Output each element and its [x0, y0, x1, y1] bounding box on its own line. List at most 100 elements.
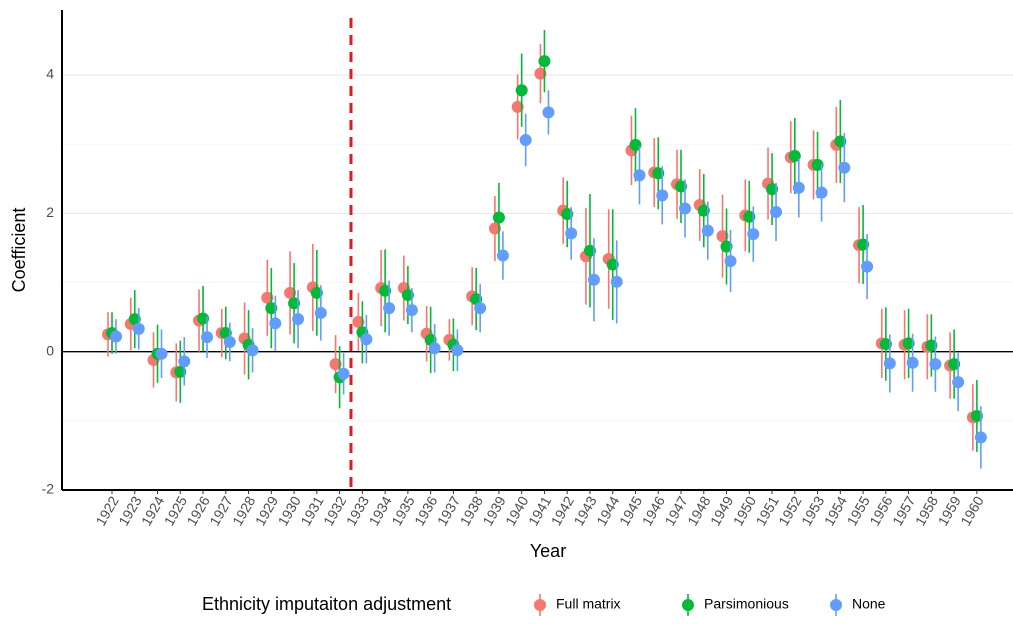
point — [587, 273, 600, 286]
legend-key — [534, 599, 546, 611]
x-tick-label: 1955 — [843, 493, 873, 528]
x-tick-label: 1939 — [479, 493, 509, 528]
x-tick-label: 1931 — [297, 493, 327, 528]
point — [288, 297, 301, 310]
x-tick-label: 1943 — [570, 493, 600, 528]
x-tick-label: 1938 — [457, 493, 487, 528]
point — [811, 158, 824, 171]
y-axis-title: Coefficient — [9, 208, 29, 293]
point — [310, 286, 323, 299]
point — [583, 244, 596, 257]
point — [766, 183, 779, 196]
point — [261, 291, 274, 304]
y-tick-label: 0 — [46, 342, 54, 358]
x-tick-label: 1927 — [206, 493, 236, 528]
point — [383, 302, 396, 315]
point — [201, 331, 214, 344]
x-tick-label: 1959 — [934, 493, 964, 528]
point — [652, 167, 665, 180]
x-tick-label: 1923 — [115, 493, 145, 528]
point — [132, 322, 145, 335]
point — [155, 347, 168, 360]
point — [401, 288, 414, 301]
x-tick-label: 1932 — [320, 493, 350, 528]
point — [815, 186, 828, 199]
point — [511, 100, 524, 113]
x-tick-label: 1928 — [229, 493, 259, 528]
point — [352, 315, 365, 328]
legend-label: Full matrix — [556, 596, 621, 612]
x-tick-label: 1929 — [252, 493, 282, 528]
x-tick-label: 1947 — [661, 493, 691, 528]
point — [428, 342, 441, 355]
x-tick-label: 1948 — [684, 493, 714, 528]
x-tick-label: 1956 — [866, 493, 896, 528]
point — [633, 169, 646, 182]
point — [720, 240, 733, 253]
point — [861, 260, 874, 273]
point — [538, 55, 551, 68]
x-tick-label: 1924 — [138, 493, 168, 528]
point — [565, 227, 578, 240]
legend-label: Parsimonious — [704, 596, 789, 612]
point — [679, 202, 691, 215]
point — [474, 302, 487, 315]
point — [716, 230, 729, 243]
point — [519, 134, 532, 147]
legend-title: Ethnicity imputaiton adjustment — [202, 594, 451, 614]
x-tick-label: 1925 — [161, 493, 191, 528]
x-tick-label: 1940 — [502, 493, 532, 528]
y-tick-label: -2 — [42, 481, 55, 497]
point — [929, 358, 942, 371]
point — [451, 344, 464, 357]
x-tick-label: 1933 — [343, 493, 373, 528]
x-tick-label: 1960 — [957, 493, 987, 528]
point — [606, 258, 619, 271]
x-tick-label: 1957 — [889, 493, 919, 528]
point — [174, 365, 187, 378]
point — [974, 431, 987, 444]
x-axis-title: Year — [530, 541, 566, 561]
x-tick-label: 1953 — [798, 493, 828, 528]
legend-key — [830, 599, 842, 611]
point — [360, 333, 373, 346]
point — [743, 210, 756, 223]
point — [292, 313, 305, 326]
point — [610, 275, 623, 288]
x-tick-label: 1922 — [92, 493, 122, 528]
x-tick-label: 1935 — [388, 493, 418, 528]
x-tick-label: 1946 — [639, 493, 669, 528]
legend-label: None — [852, 596, 886, 612]
y-tick-label: 4 — [46, 66, 54, 82]
point — [329, 358, 342, 371]
x-tick-label: 1950 — [730, 493, 760, 528]
point — [492, 211, 505, 224]
point — [883, 357, 896, 370]
point — [405, 304, 418, 317]
point — [265, 302, 278, 315]
point — [110, 330, 122, 343]
point — [178, 355, 191, 368]
point — [269, 317, 282, 330]
point — [747, 228, 760, 241]
x-tick-label: 1954 — [821, 493, 851, 528]
point — [879, 338, 892, 351]
x-tick-label: 1926 — [183, 493, 213, 528]
point — [675, 180, 687, 193]
point — [219, 326, 232, 339]
point — [128, 313, 141, 326]
point — [925, 339, 938, 352]
point — [337, 367, 350, 380]
x-tick-label: 1952 — [775, 493, 805, 528]
x-tick-label: 1936 — [411, 493, 441, 528]
point — [857, 238, 870, 251]
point — [561, 208, 574, 221]
point — [534, 67, 547, 80]
point — [629, 138, 642, 151]
point — [834, 135, 847, 148]
point — [284, 286, 297, 299]
point — [788, 149, 801, 162]
point — [314, 306, 327, 319]
x-tick-label: 1951 — [752, 493, 782, 528]
